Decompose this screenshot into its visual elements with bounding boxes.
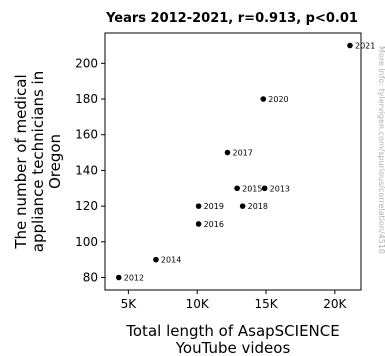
point-label: 2019: [204, 202, 224, 211]
x-tick-label: 5K: [121, 297, 138, 311]
source-note: More info: tylervigen.com/spurious/corre…: [377, 46, 385, 254]
y-tick-label: 80: [83, 271, 98, 285]
point-label: 2014: [161, 256, 181, 265]
y-tick-label: 180: [75, 92, 98, 106]
y-axis-label: The number of medicalappliance technicia…: [12, 71, 64, 252]
point-label: 2016: [204, 220, 224, 229]
y-axis: 80 100 120 140 160 180 200: [75, 56, 105, 285]
data-point: [260, 96, 267, 102]
x-axis-label: Total length of AsapSCIENCE YouTube video…: [125, 322, 339, 356]
plot-area: [104, 32, 362, 291]
point-label: 2020: [268, 95, 288, 104]
x-tick-label: 20K: [323, 297, 347, 311]
data-point: [224, 149, 231, 156]
y-tick-label: 120: [75, 199, 98, 213]
data-point: [195, 203, 202, 209]
point-label: 2015: [242, 184, 262, 193]
data-point: [239, 203, 246, 209]
point-label: 2018: [248, 202, 268, 211]
x-tick-label: 10K: [186, 297, 210, 311]
data-point: [261, 185, 268, 192]
data-point: [153, 256, 159, 263]
point-label: 2013: [270, 184, 290, 193]
x-tick-label: 15K: [254, 297, 278, 311]
data-point: [347, 42, 353, 49]
chart-title: Years 2012-2021, r=0.913, p<0.01: [105, 11, 358, 26]
point-label: 2017: [232, 149, 252, 158]
point-label: 2021: [355, 41, 375, 50]
y-tick-label: 100: [75, 235, 98, 249]
data-point: [195, 221, 202, 227]
point-label: 2012: [124, 274, 144, 283]
y-tick-label: 160: [75, 128, 98, 142]
y-tick-label: 200: [75, 56, 98, 70]
data-point: [115, 274, 122, 281]
data-points: 2012 2013 2014 2015 2016 2017 2018 2019 2020 2021: [115, 41, 375, 283]
x-axis: 5K 10K 15K 20K: [121, 290, 348, 311]
y-tick-label: 140: [75, 163, 98, 177]
data-point: [234, 185, 240, 192]
